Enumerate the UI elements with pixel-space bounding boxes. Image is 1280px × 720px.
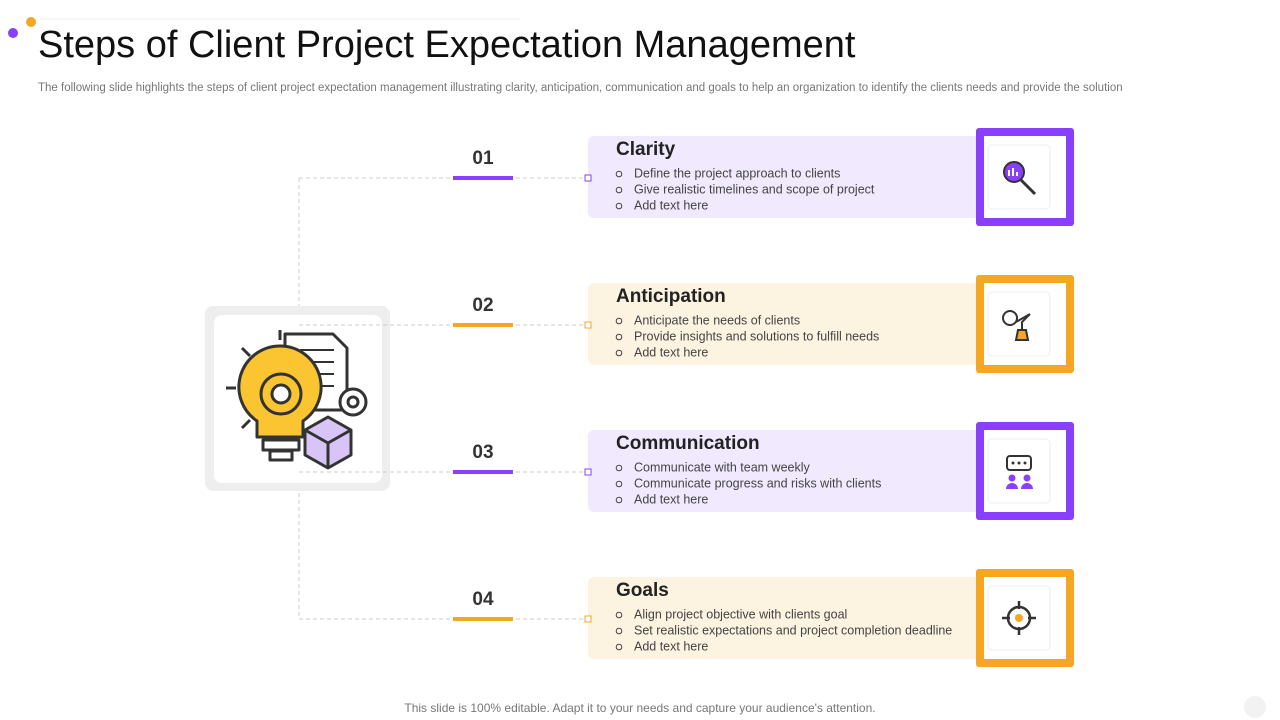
- bullet-text: Communicate progress and risks with clie…: [634, 476, 881, 490]
- number-underline: [453, 470, 513, 474]
- bullet-text: Communicate with team weekly: [634, 460, 811, 474]
- bullet-text: Add text here: [634, 639, 708, 653]
- step-number: 04: [472, 589, 494, 610]
- step-icon: [1002, 601, 1036, 635]
- bullet: [615, 333, 623, 341]
- icon-part: [1014, 329, 1030, 341]
- corner-dot: [1244, 696, 1266, 718]
- marker: [584, 321, 592, 329]
- bullet: [615, 186, 623, 194]
- marker: [584, 615, 592, 623]
- icon-part: [1015, 313, 1031, 330]
- icon-part: [1021, 483, 1033, 489]
- bullet-text: Set realistic expectations and project c…: [634, 623, 952, 637]
- icon-part: [1008, 168, 1018, 176]
- number-underline: [453, 176, 513, 180]
- icon-part: [1023, 461, 1027, 465]
- bullet: [615, 480, 623, 488]
- bullet: [615, 464, 623, 472]
- icon-card: [987, 291, 1051, 357]
- icon-part: [1011, 461, 1015, 465]
- bulb-icon: [226, 330, 368, 470]
- step-number: 02: [472, 295, 493, 316]
- step-number: 01: [472, 148, 494, 169]
- icon-part: [1002, 601, 1036, 635]
- step-icon: [1003, 161, 1037, 196]
- number-underline: [453, 323, 513, 327]
- step-title: Goals: [616, 580, 669, 601]
- icon-part: [1017, 461, 1021, 465]
- subtitle: The following slide highlights the steps…: [38, 82, 1123, 94]
- icon-part: [1002, 310, 1018, 326]
- step-number: 03: [472, 442, 493, 463]
- bullet: [615, 170, 623, 178]
- card: [588, 430, 988, 512]
- bullet-text: Align project objective with clients goa…: [634, 607, 847, 621]
- icon-part: [1008, 474, 1016, 482]
- card: [588, 136, 988, 218]
- bullet-text: Add text here: [634, 198, 708, 212]
- card: [588, 283, 988, 365]
- bullet: [615, 611, 623, 619]
- icon-part: [1019, 178, 1037, 196]
- step-title: Anticipation: [616, 286, 726, 307]
- bullet: [615, 317, 623, 325]
- bullet-text: Add text here: [634, 345, 708, 359]
- bullet-text: Provide insights and solutions to fulfil…: [634, 329, 879, 343]
- bullet-text: Define the project approach to clients: [634, 166, 840, 180]
- bullet: [615, 643, 623, 651]
- footer: This slide is 100% editable. Adapt it to…: [404, 701, 875, 715]
- marker: [584, 174, 592, 182]
- step-icon: [1002, 310, 1031, 341]
- bullet: [615, 349, 623, 357]
- bullet: [615, 496, 623, 504]
- icon-part: [1023, 474, 1031, 482]
- step-title: Communication: [616, 433, 760, 454]
- bullet: [615, 202, 623, 210]
- dot: [8, 28, 18, 38]
- bullet-text: Add text here: [634, 492, 708, 506]
- bullet-text: Give realistic timelines and scope of pr…: [634, 182, 875, 196]
- bullet-text: Anticipate the needs of clients: [634, 313, 800, 327]
- step-icon: [1006, 455, 1033, 489]
- bullet: [615, 627, 623, 635]
- dot: [26, 17, 36, 27]
- icon-part: [1006, 483, 1018, 489]
- step-title: Clarity: [616, 139, 676, 160]
- card: [588, 577, 988, 659]
- number-underline: [453, 617, 513, 621]
- icon-part: [1015, 614, 1023, 622]
- title: Steps of Client Project Expectation Mana…: [38, 24, 856, 66]
- marker: [584, 468, 592, 476]
